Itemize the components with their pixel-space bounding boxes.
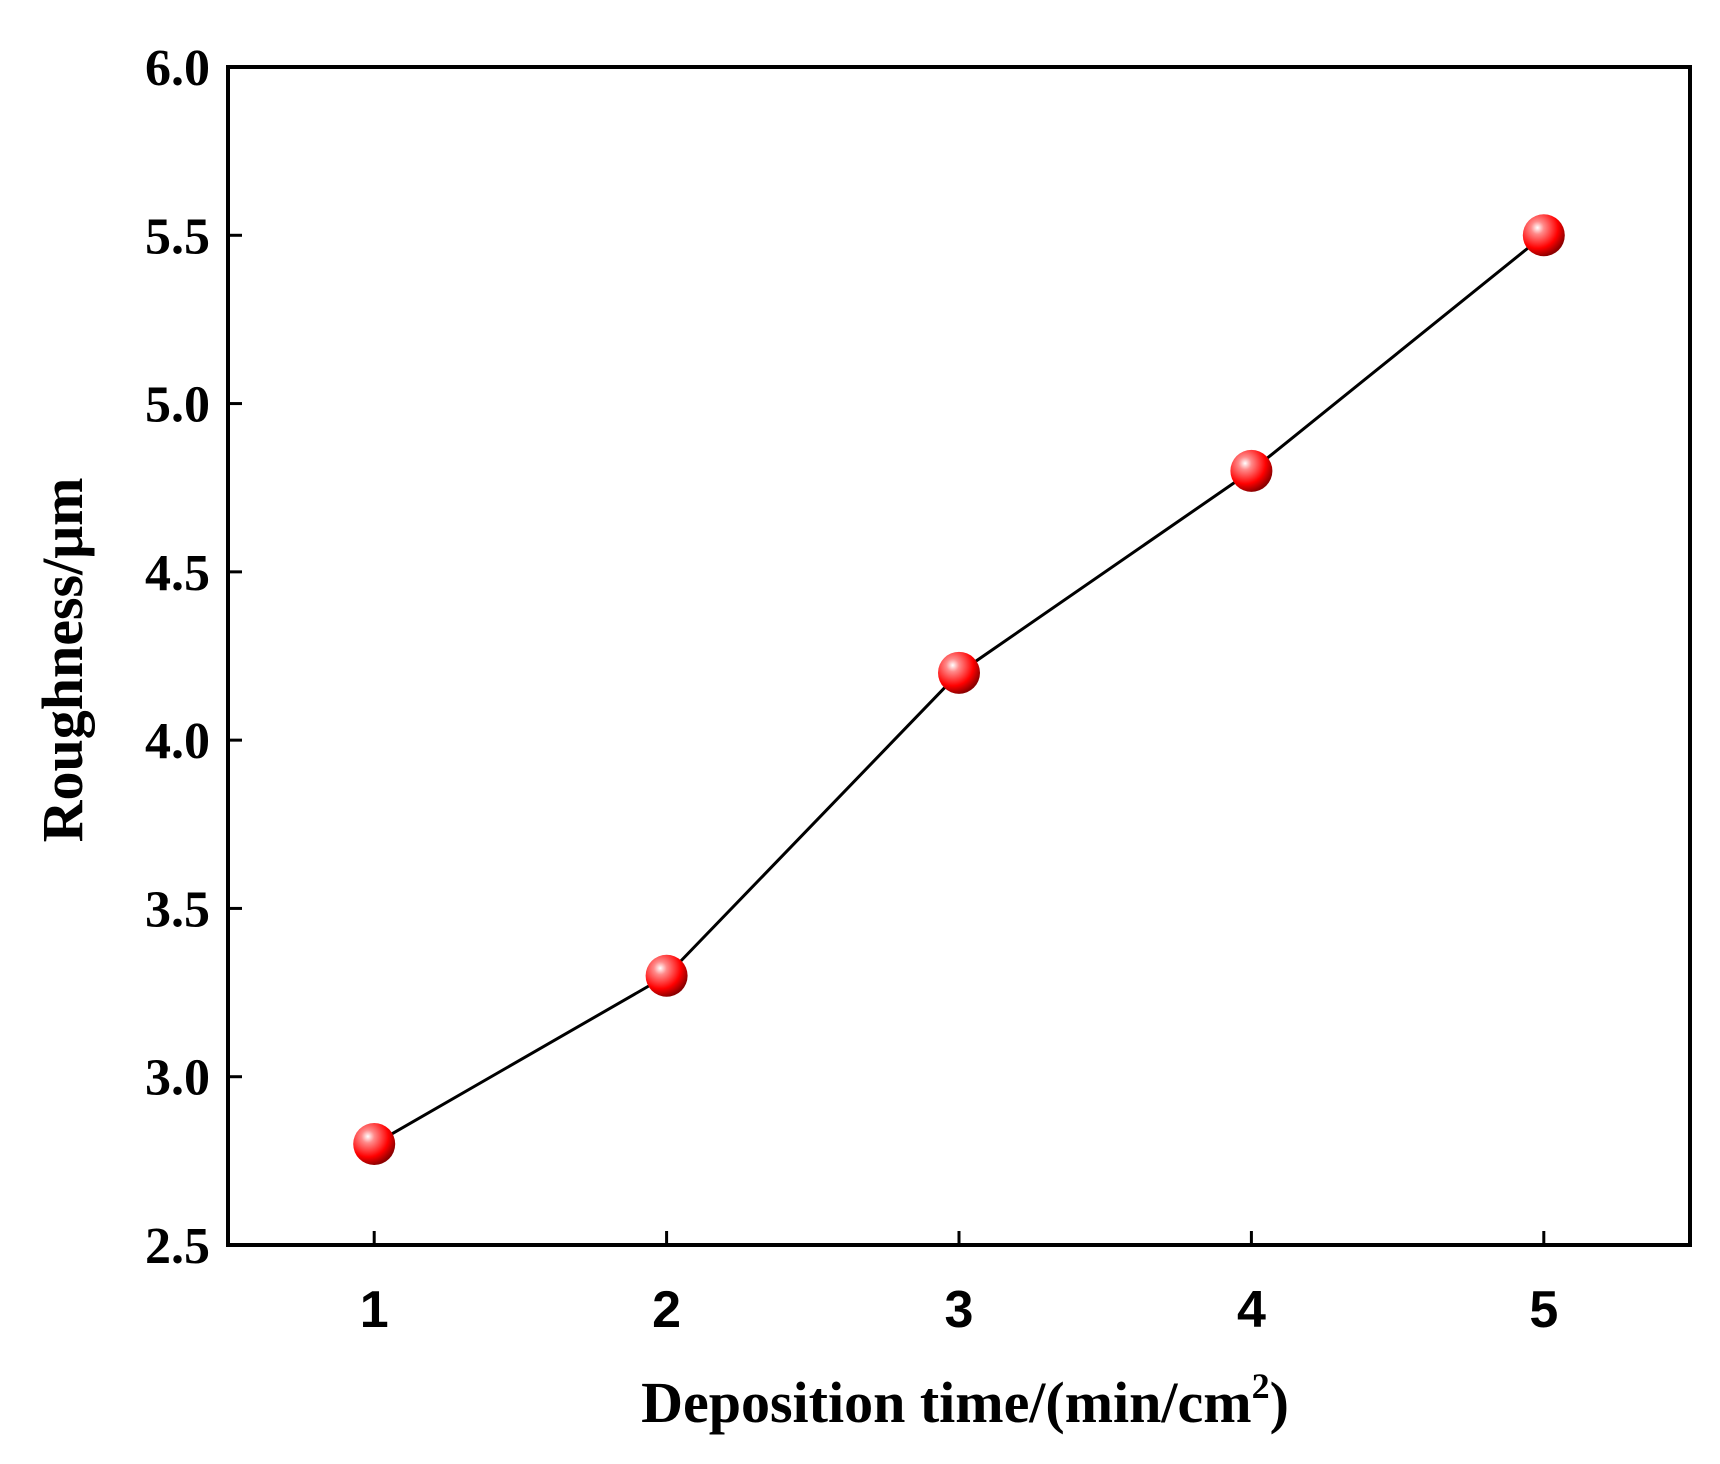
x-tick-label: 3: [945, 1281, 974, 1339]
y-tick-label: 4.0: [145, 713, 210, 770]
x-axis-ticks: 1 2 3 4 5: [360, 1231, 1558, 1339]
y-tick-label: 3.5: [145, 881, 210, 938]
x-axis-label-text: Deposition time/(min/cm: [641, 1370, 1252, 1435]
data-point: [353, 1123, 396, 1166]
y-axis-label: Roughness/μm: [30, 478, 95, 843]
data-point: [1522, 214, 1565, 257]
data-point: [645, 954, 688, 997]
y-tick-label: 5.5: [145, 208, 210, 265]
y-tick-label: 2.5: [145, 1218, 210, 1275]
y-tick-label: 4.5: [145, 545, 210, 602]
x-axis-label-suffix: ): [1270, 1370, 1289, 1435]
y-axis-ticks: 2.5 3.0 3.5 4.0 4.5 5.0 5.5 6.0: [145, 40, 242, 1275]
x-tick-label: 1: [360, 1281, 389, 1339]
y-tick-label: 6.0: [145, 40, 210, 97]
x-axis-label-superscript: 2: [1252, 1366, 1270, 1406]
x-tick-label: 4: [1237, 1281, 1266, 1339]
y-tick-label: 5.0: [145, 377, 210, 434]
y-axis-label-text: Roughness/μm: [30, 478, 95, 843]
y-tick-label: 3.0: [145, 1050, 210, 1107]
x-axis-label: Deposition time/(min/cm2): [641, 1366, 1289, 1435]
x-tick-label: 5: [1529, 1281, 1558, 1339]
data-point: [1230, 449, 1273, 492]
x-tick-label: 2: [652, 1281, 681, 1339]
data-markers: [353, 214, 1565, 1166]
data-point: [938, 651, 980, 694]
